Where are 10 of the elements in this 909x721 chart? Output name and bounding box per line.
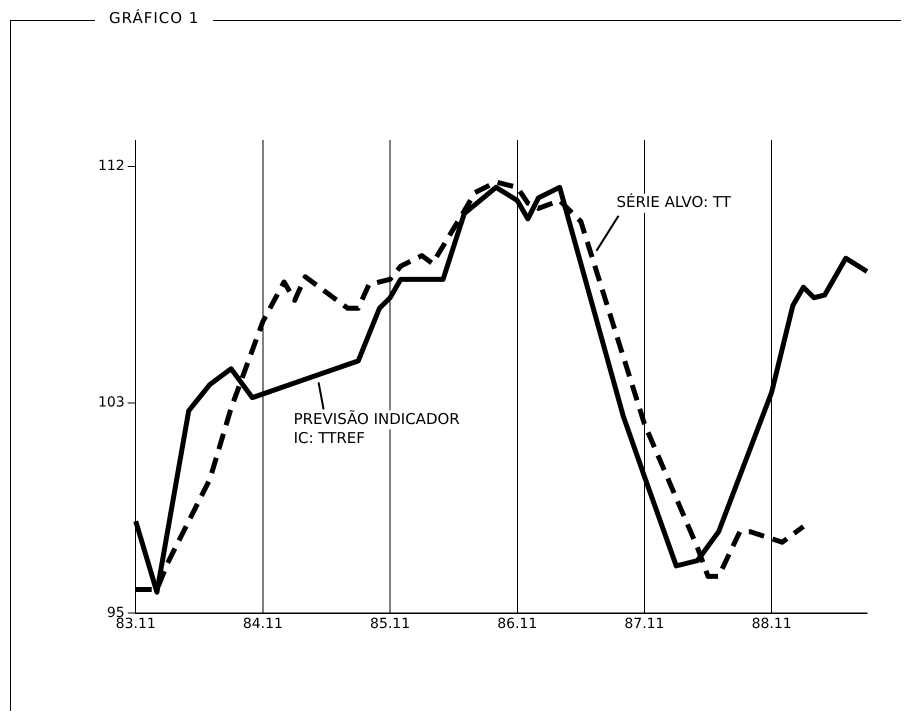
text: SÉRIE ALVO: TT xyxy=(616,193,732,212)
x-tick-label: 85.11 xyxy=(370,616,410,632)
y-tick-label: 103 xyxy=(98,394,125,411)
x-tick-label: 87.11 xyxy=(624,616,664,632)
x-tick-label: 84.11 xyxy=(242,616,283,632)
x-tick-label: 88.11 xyxy=(752,616,792,632)
y-tick-label: 112 xyxy=(98,158,125,174)
x-tick-label: 86.11 xyxy=(497,616,538,632)
legend-label: PREVISÃO INDICADOR IC: TTREF xyxy=(294,410,460,447)
chart-title: GRÁFICO 1 xyxy=(95,9,214,27)
